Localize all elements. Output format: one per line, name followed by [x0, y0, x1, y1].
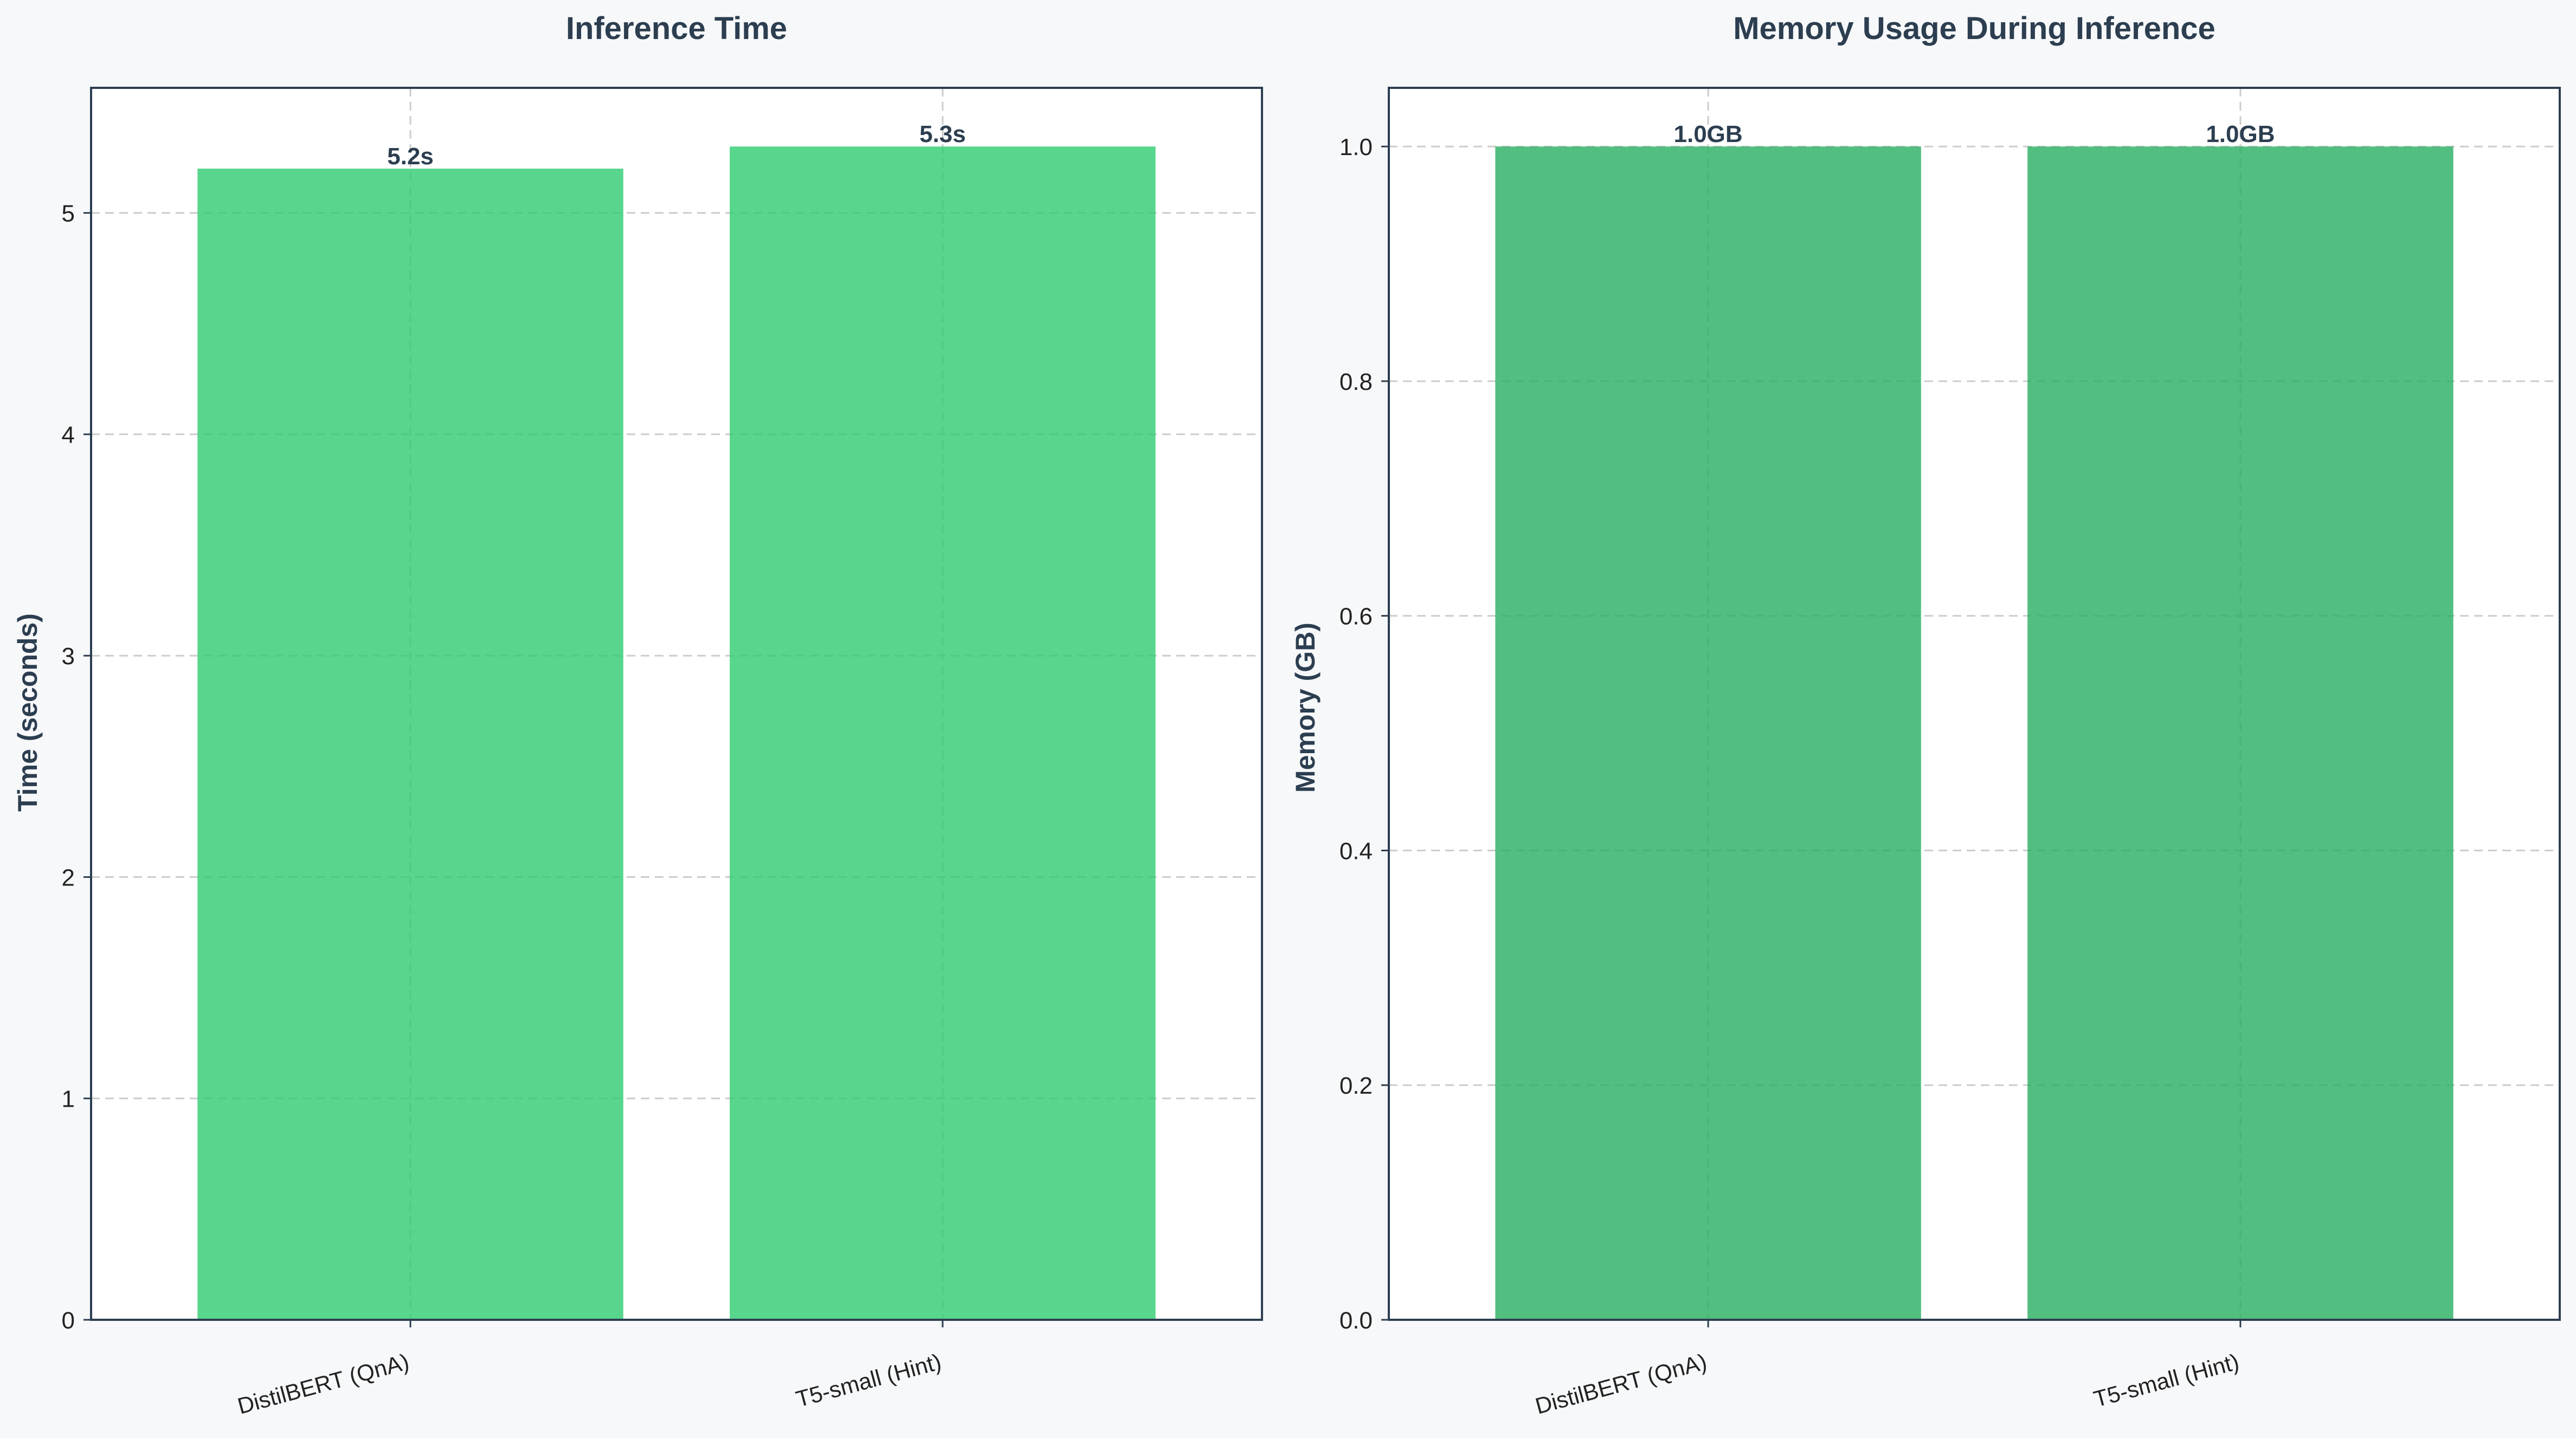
y-axis-label: Time (seconds) [12, 613, 43, 812]
bars: 1.0GB 1.0GB [1495, 121, 2453, 1320]
bar-value-label: 1.0GB [2206, 121, 2275, 147]
y-tick-label: 2 [62, 864, 75, 891]
y-tick-label: 3 [62, 643, 75, 670]
inference-time-chart: Inference Time Time (seconds) 5.2s 5.3s 0… [12, 11, 1263, 1419]
bar [197, 169, 623, 1320]
y-tick-label: 0.2 [1339, 1073, 1373, 1099]
y-axis-ticks: 0.0 0.2 0.4 0.6 0.8 1.0 [1339, 134, 1389, 1334]
memory-usage-chart: Memory Usage During Inference Memory (GB… [1290, 11, 2561, 1419]
y-tick-label: 0 [62, 1307, 75, 1334]
y-tick-label: 0.8 [1339, 369, 1373, 395]
x-axis-ticks: DistilBERT (QnA) T5-small (Hint) [1532, 1320, 2242, 1419]
bar [1495, 146, 1921, 1320]
y-tick-label: 4 [62, 422, 75, 448]
y-tick-label: 1 [62, 1086, 75, 1113]
y-tick-label: 0.0 [1339, 1307, 1373, 1334]
chart-title: Inference Time [566, 11, 787, 46]
y-tick-label: 5 [62, 201, 75, 227]
axes-frame [1388, 87, 2561, 1321]
y-tick-label: 0.4 [1339, 838, 1373, 864]
x-tick-label: DistilBERT (QnA) [235, 1349, 411, 1419]
bar-value-label: 1.0GB [1674, 121, 1743, 147]
x-axis-ticks: DistilBERT (QnA) T5-small (Hint) [235, 1320, 944, 1419]
chart-title: Memory Usage During Inference [1733, 11, 2216, 46]
axes-frame [90, 87, 1263, 1321]
bar-value-label: 5.2s [387, 143, 434, 170]
y-tick-label: 1.0 [1339, 134, 1373, 161]
y-axis-ticks: 0 1 2 3 4 5 [62, 201, 91, 1334]
y-axis-label: Memory (GB) [1290, 622, 1321, 793]
x-tick-label: T5-small (Hint) [2091, 1349, 2242, 1412]
bar [730, 146, 1156, 1320]
x-tick-label: DistilBERT (QnA) [1532, 1349, 1709, 1419]
bars: 5.2s 5.3s [197, 121, 1156, 1320]
x-tick-label: T5-small (Hint) [793, 1349, 944, 1412]
bar-value-label: 5.3s [919, 121, 966, 147]
y-tick-label: 0.6 [1339, 604, 1373, 630]
bar [2027, 146, 2453, 1320]
